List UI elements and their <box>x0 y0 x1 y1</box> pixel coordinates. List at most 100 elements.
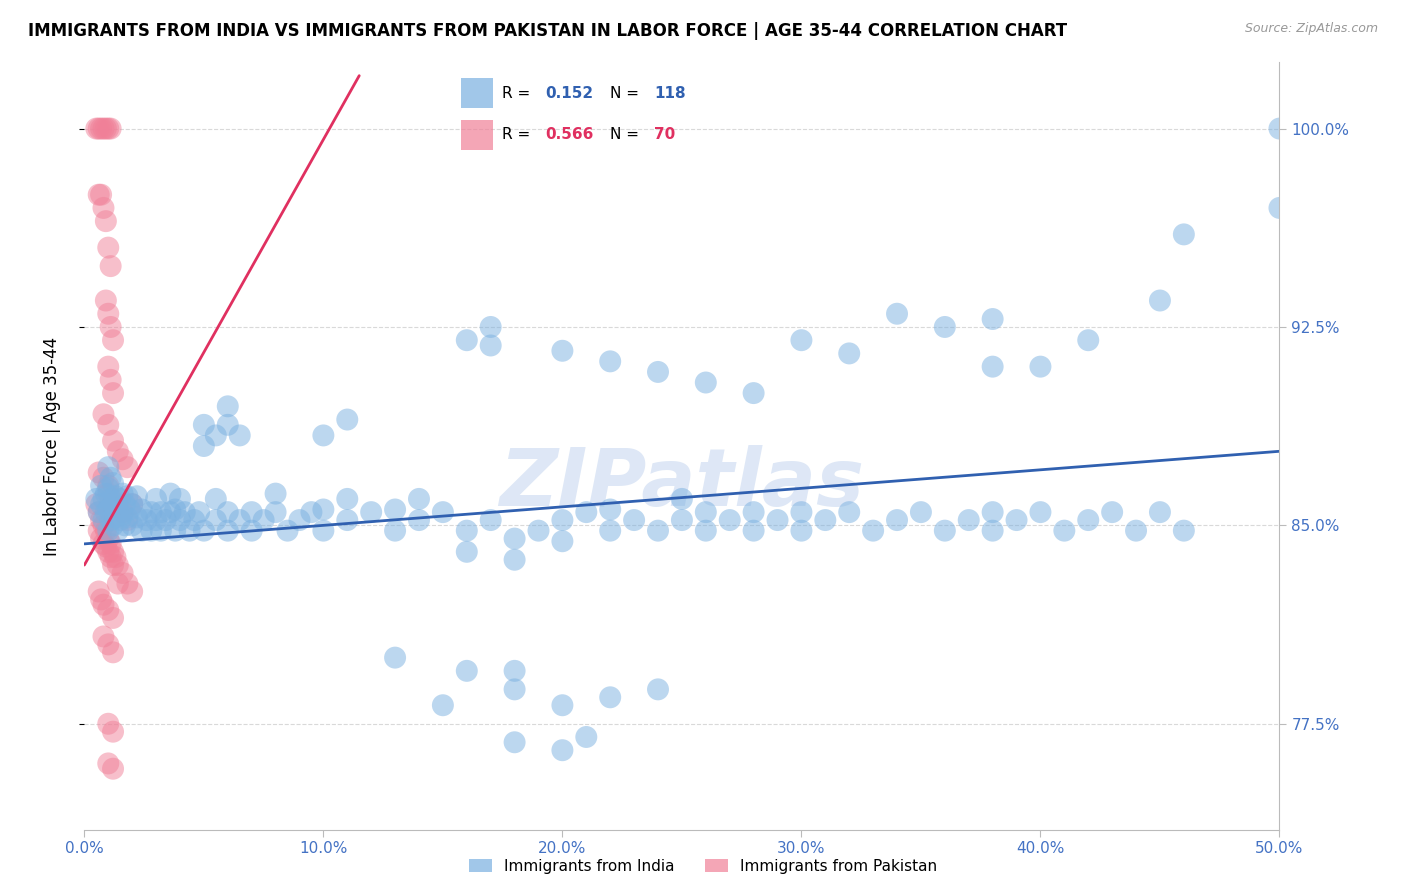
Point <box>114 518 136 533</box>
Point <box>336 412 359 426</box>
Point <box>97 532 120 546</box>
Point <box>97 359 120 374</box>
Point <box>790 524 813 538</box>
Point <box>934 524 956 538</box>
Point <box>551 343 574 358</box>
Point <box>87 584 110 599</box>
Point <box>193 439 215 453</box>
Point <box>121 497 143 511</box>
Point <box>981 312 1004 326</box>
Point <box>910 505 932 519</box>
Point <box>173 505 195 519</box>
Point <box>742 505 765 519</box>
Point <box>671 513 693 527</box>
Point <box>145 491 167 506</box>
Point <box>94 486 117 500</box>
Point <box>111 486 134 500</box>
Point <box>456 524 478 538</box>
Point <box>981 524 1004 538</box>
Point <box>1149 293 1171 308</box>
Point <box>107 497 129 511</box>
Point <box>575 730 598 744</box>
Point <box>179 524 201 538</box>
Point <box>384 524 406 538</box>
Point <box>86 491 108 506</box>
Point <box>107 444 129 458</box>
Point <box>104 489 127 503</box>
Point <box>695 376 717 390</box>
Point <box>100 491 122 506</box>
Point <box>838 505 860 519</box>
Point <box>479 513 502 527</box>
Point <box>111 508 134 522</box>
Point <box>432 698 454 713</box>
Point <box>217 417 239 432</box>
Point <box>101 518 124 533</box>
Point <box>145 513 167 527</box>
Point <box>149 505 172 519</box>
Point <box>131 524 153 538</box>
Point <box>97 121 120 136</box>
Point <box>111 505 134 519</box>
Point <box>93 630 115 644</box>
Point <box>217 505 239 519</box>
Point <box>169 513 191 527</box>
Point <box>623 513 645 527</box>
Point <box>101 724 124 739</box>
Point <box>647 682 669 697</box>
Point <box>114 497 136 511</box>
Point <box>97 716 120 731</box>
Point <box>97 524 120 538</box>
Point <box>277 524 299 538</box>
Point <box>117 576 139 591</box>
Point <box>503 664 526 678</box>
Point <box>121 584 143 599</box>
Point <box>1005 513 1028 527</box>
Point <box>93 491 115 506</box>
Point <box>384 650 406 665</box>
Point <box>97 241 120 255</box>
Point <box>125 489 148 503</box>
Point <box>934 320 956 334</box>
Point <box>742 524 765 538</box>
Point <box>101 611 124 625</box>
Point <box>159 505 181 519</box>
Point <box>118 502 141 516</box>
Point <box>647 365 669 379</box>
Point <box>101 500 124 514</box>
Point <box>93 598 115 612</box>
Point <box>1173 524 1195 538</box>
Point <box>432 505 454 519</box>
Point <box>1268 201 1291 215</box>
Point <box>159 486 181 500</box>
Point <box>97 417 120 432</box>
Point <box>94 293 117 308</box>
Point <box>110 491 132 506</box>
Point <box>117 489 139 503</box>
Point <box>981 505 1004 519</box>
Point <box>97 486 120 500</box>
Point <box>264 486 287 500</box>
Point <box>100 471 122 485</box>
Point <box>671 491 693 506</box>
Point <box>97 502 120 516</box>
Point <box>240 524 263 538</box>
Point <box>408 513 430 527</box>
Point <box>456 664 478 678</box>
Point <box>87 121 110 136</box>
Point <box>94 505 117 519</box>
Point <box>957 513 980 527</box>
Text: ZIPatlas: ZIPatlas <box>499 445 865 524</box>
Point <box>110 513 132 527</box>
Point <box>97 545 120 559</box>
Point <box>111 452 134 467</box>
Point <box>135 513 157 527</box>
Point <box>336 513 359 527</box>
Point <box>117 513 139 527</box>
Point <box>1077 333 1099 347</box>
Point <box>87 524 110 538</box>
Point <box>1101 505 1123 519</box>
Point <box>93 407 115 421</box>
Point <box>981 359 1004 374</box>
Point <box>456 333 478 347</box>
